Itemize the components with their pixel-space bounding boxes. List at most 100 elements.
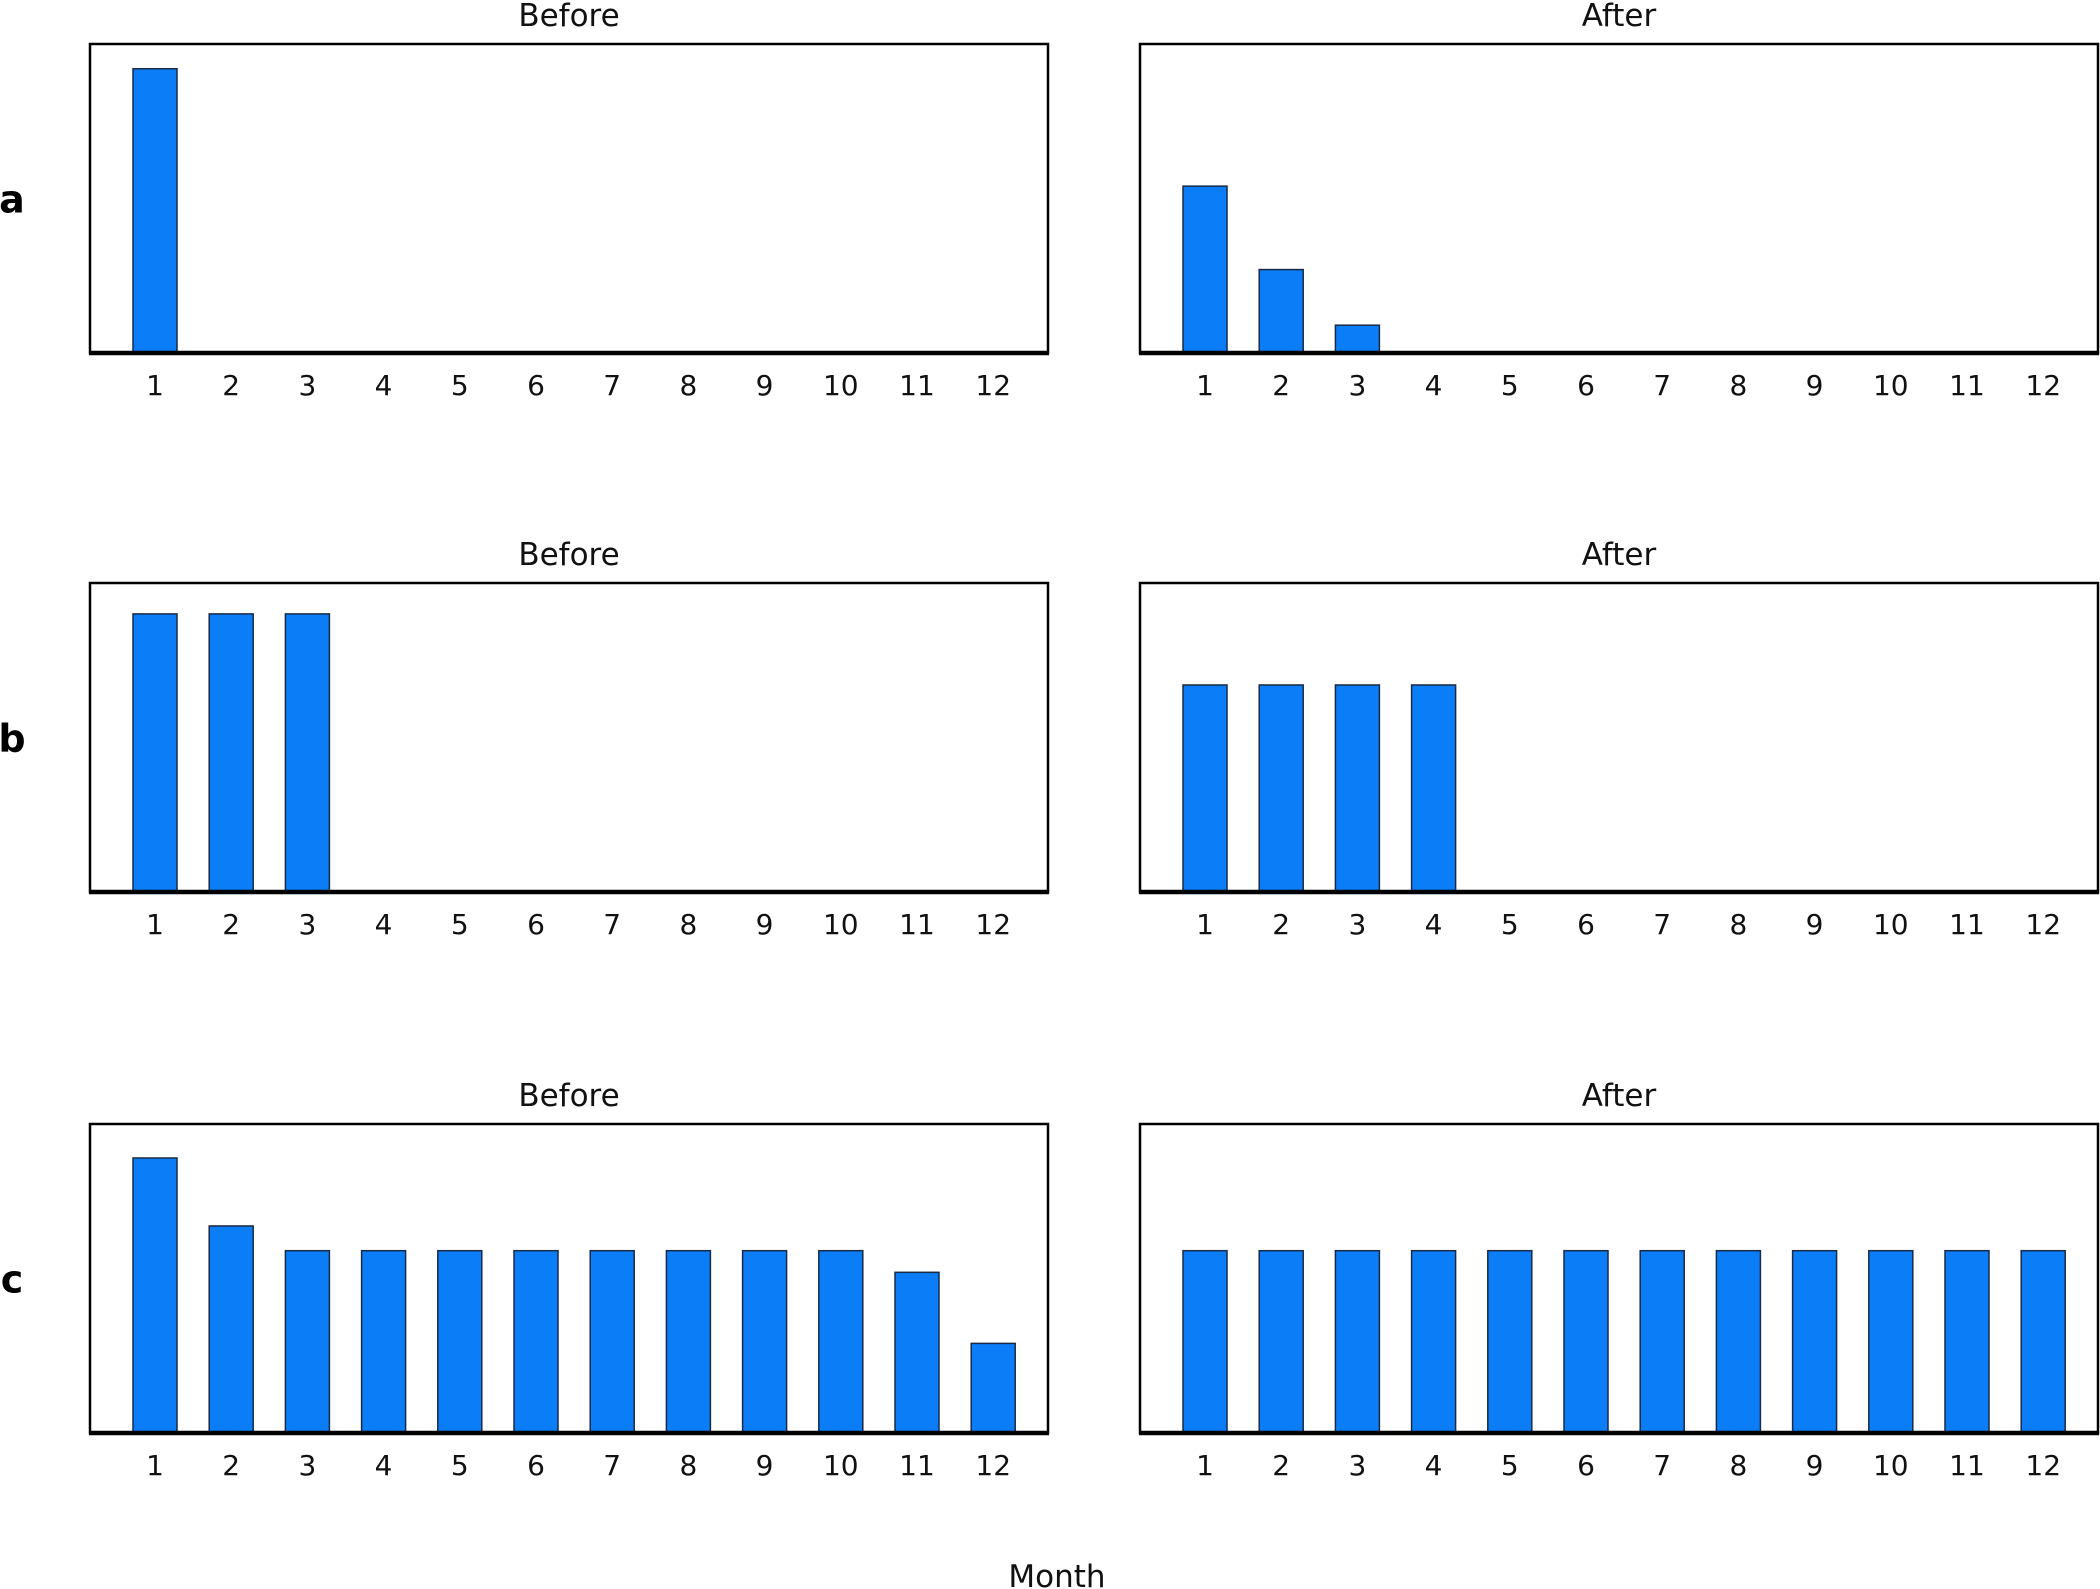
bar-month-10 bbox=[818, 1249, 864, 1434]
x-tick-label: 7 bbox=[1653, 908, 1671, 941]
bar-month-8 bbox=[1715, 1249, 1762, 1434]
x-tick-label: 2 bbox=[1272, 908, 1290, 941]
bar-month-12 bbox=[2020, 1249, 2066, 1434]
x-tick-label: 1 bbox=[1196, 1449, 1214, 1482]
bar-month-3 bbox=[284, 613, 331, 893]
bar-month-3 bbox=[1334, 1249, 1381, 1434]
plot-frame bbox=[88, 42, 1050, 355]
x-tick-label: 7 bbox=[1653, 369, 1671, 402]
panel-title: After bbox=[1582, 0, 1657, 34]
x-tick-label: 1 bbox=[146, 369, 164, 402]
bar-month-12 bbox=[970, 1342, 1016, 1434]
bar-month-1 bbox=[1182, 684, 1228, 893]
x-tick-label: 6 bbox=[527, 908, 545, 941]
x-tick-label: 3 bbox=[298, 369, 316, 402]
x-tick-label: 10 bbox=[1873, 1449, 1909, 1482]
x-tick-label: 2 bbox=[1272, 369, 1290, 402]
x-tick-label: 7 bbox=[603, 908, 621, 941]
x-tick-label: 7 bbox=[603, 369, 621, 402]
x-tick-label: 6 bbox=[1577, 908, 1595, 941]
bar-month-2 bbox=[208, 1225, 254, 1434]
x-tick-label: 11 bbox=[1949, 369, 1985, 402]
x-tick-label: 12 bbox=[975, 1449, 1011, 1482]
x-tick-label: 9 bbox=[1806, 908, 1824, 941]
x-tick-label: 5 bbox=[1501, 1449, 1519, 1482]
x-tick-label: 4 bbox=[375, 908, 393, 941]
x-tick-label: 9 bbox=[1806, 369, 1824, 402]
x-tick-label: 5 bbox=[1501, 369, 1519, 402]
x-tick-label: 1 bbox=[1196, 369, 1214, 402]
bar-month-2 bbox=[1258, 268, 1304, 354]
x-tick-label: 3 bbox=[1348, 1449, 1366, 1482]
x-tick-label: 2 bbox=[1272, 1449, 1290, 1482]
panel-title: Before bbox=[518, 537, 619, 573]
bar-month-2 bbox=[208, 613, 254, 893]
bar-month-1 bbox=[1182, 185, 1228, 354]
bar-month-11 bbox=[894, 1271, 940, 1434]
bar-month-6 bbox=[513, 1249, 559, 1434]
x-tick-label: 12 bbox=[2025, 1449, 2061, 1482]
x-tick-label: 6 bbox=[1577, 369, 1595, 402]
x-tick-label: 4 bbox=[375, 1449, 393, 1482]
x-tick-label: 11 bbox=[899, 908, 935, 941]
x-tick-label: 8 bbox=[679, 908, 697, 941]
bar-month-1 bbox=[132, 1157, 178, 1434]
x-tick-label: 12 bbox=[2025, 369, 2061, 402]
panel-title: After bbox=[1582, 537, 1657, 573]
x-tick-label: 11 bbox=[1949, 1449, 1985, 1482]
x-tick-label: 2 bbox=[222, 369, 240, 402]
bar-month-1 bbox=[132, 613, 178, 893]
x-tick-label: 3 bbox=[298, 1449, 316, 1482]
x-tick-label: 11 bbox=[1949, 908, 1985, 941]
x-tick-label: 1 bbox=[146, 1449, 164, 1482]
x-tick-label: 4 bbox=[1425, 1449, 1443, 1482]
row-label-c: c bbox=[1, 1258, 24, 1302]
x-tick-label: 12 bbox=[975, 369, 1011, 402]
bar-month-3 bbox=[1334, 684, 1381, 893]
bar-month-4 bbox=[1410, 684, 1457, 893]
x-tick-label: 7 bbox=[1653, 1449, 1671, 1482]
panel-title: After bbox=[1582, 1078, 1657, 1114]
bar-month-3 bbox=[1334, 324, 1381, 354]
row-label-b: b bbox=[0, 717, 26, 761]
figure-x-axis-label: Month bbox=[1008, 1559, 1105, 1589]
x-tick-label: 3 bbox=[1348, 908, 1366, 941]
x-tick-label: 5 bbox=[451, 369, 469, 402]
x-tick-label: 1 bbox=[1196, 908, 1214, 941]
bar-month-2 bbox=[1258, 684, 1304, 893]
x-tick-label: 4 bbox=[1425, 369, 1443, 402]
x-tick-label: 8 bbox=[1729, 369, 1747, 402]
x-tick-label: 6 bbox=[527, 369, 545, 402]
x-tick-label: 10 bbox=[823, 1449, 859, 1482]
bar-month-10 bbox=[1868, 1249, 1914, 1434]
bar-month-8 bbox=[665, 1249, 712, 1434]
x-tick-label: 9 bbox=[1806, 1449, 1824, 1482]
x-tick-label: 8 bbox=[679, 1449, 697, 1482]
x-tick-label: 8 bbox=[679, 369, 697, 402]
bar-month-7 bbox=[1639, 1249, 1685, 1434]
bar-month-2 bbox=[1258, 1249, 1304, 1434]
x-tick-label: 9 bbox=[756, 908, 774, 941]
x-tick-label: 3 bbox=[298, 908, 316, 941]
bar-month-5 bbox=[437, 1249, 483, 1434]
x-tick-label: 9 bbox=[756, 369, 774, 402]
bar-month-1 bbox=[132, 67, 178, 354]
bar-month-6 bbox=[1563, 1249, 1609, 1434]
panel-title: Before bbox=[518, 0, 619, 34]
x-tick-label: 12 bbox=[975, 908, 1011, 941]
bar-month-4 bbox=[360, 1249, 407, 1434]
bar-month-1 bbox=[1182, 1249, 1228, 1434]
x-tick-label: 10 bbox=[823, 908, 859, 941]
x-tick-label: 6 bbox=[1577, 1449, 1595, 1482]
x-tick-label: 8 bbox=[1729, 1449, 1747, 1482]
x-tick-label: 4 bbox=[375, 369, 393, 402]
row-label-a: a bbox=[0, 178, 25, 222]
bar-month-7 bbox=[589, 1249, 635, 1434]
x-tick-label: 2 bbox=[222, 1449, 240, 1482]
